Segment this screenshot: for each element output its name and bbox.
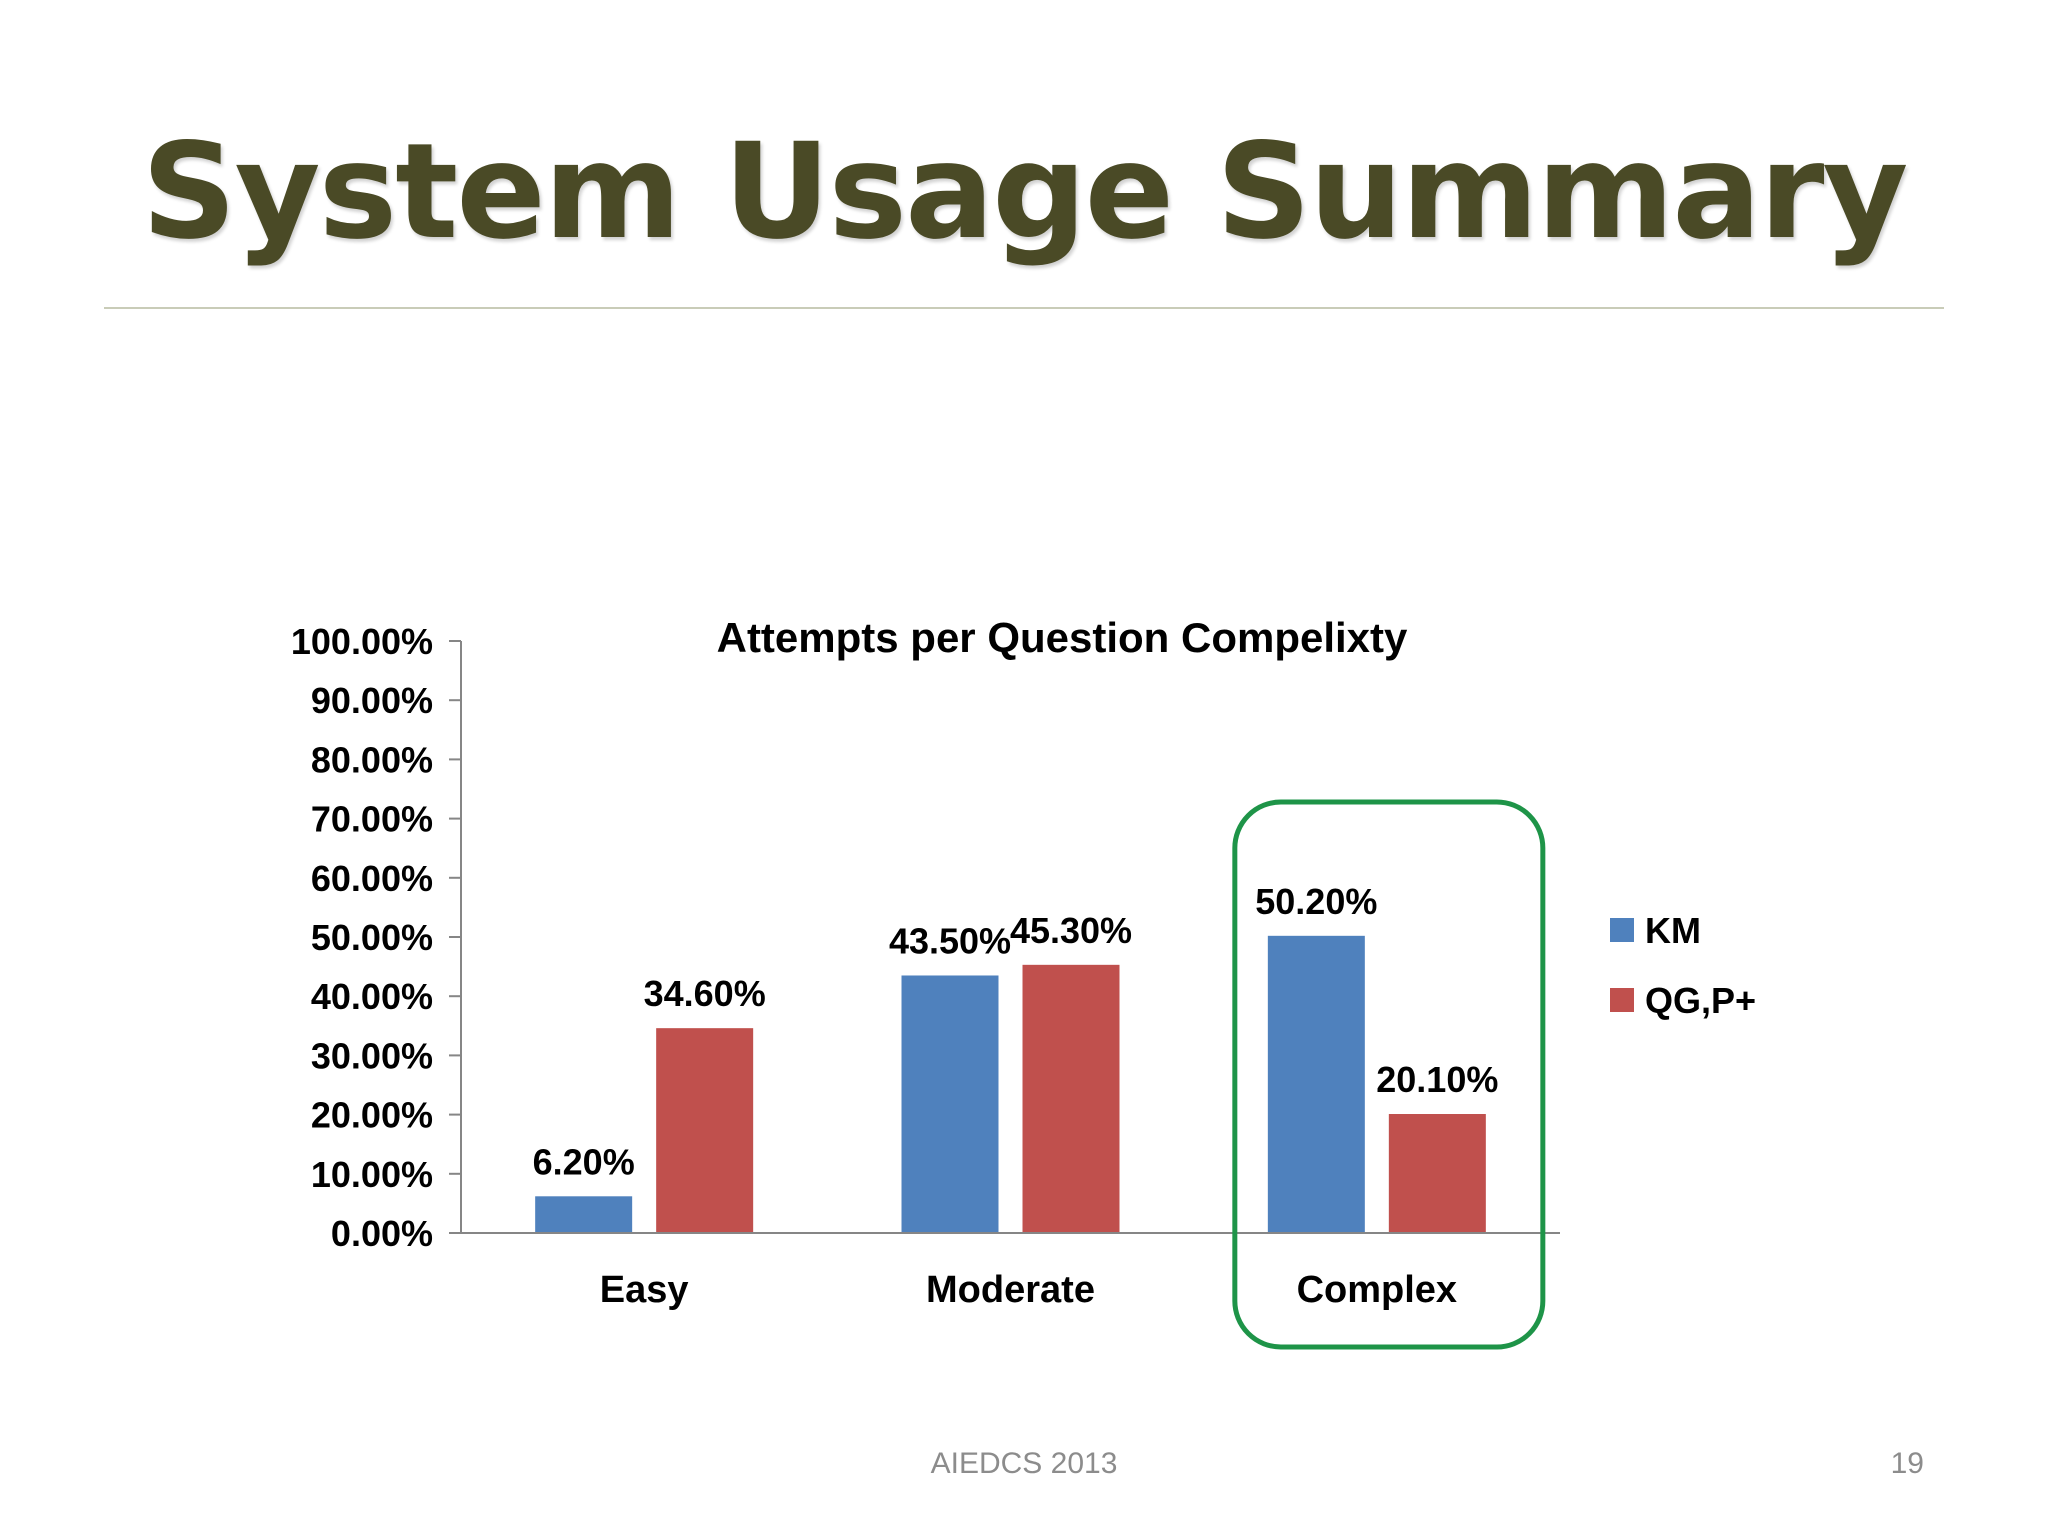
y-tick-label: 0.00%	[331, 1213, 433, 1254]
bar-qg-p--moderate	[1022, 964, 1120, 1233]
y-tick-label: 100.00%	[291, 621, 433, 662]
highlight-box	[1232, 799, 1546, 1350]
bar-km-complex	[1267, 935, 1365, 1233]
data-label: 45.30%	[1010, 910, 1132, 951]
bars: 6.20% 34.60% 43.50%45.30% 50.20% 20.10%	[533, 881, 1498, 1233]
footer-text: AIEDCS 2013	[930, 1447, 1118, 1480]
x-axis: Easy Moderate Complex	[461, 799, 1560, 1350]
data-label: 20.10%	[1376, 1059, 1498, 1100]
y-tick-label: 90.00%	[311, 680, 433, 721]
legend-label: QG,P+	[1645, 980, 1756, 1021]
y-tick-label: 40.00%	[311, 976, 433, 1017]
legend: KM QG,P+	[1610, 910, 1756, 1021]
y-axis: 0.00% 10.00% 20.00% 30.00% 40.00% 50.00% 60.00…	[291, 621, 462, 1254]
y-tick-label: 80.00%	[311, 739, 433, 780]
data-label: 34.60%	[644, 973, 766, 1014]
bar-km-easy	[535, 1196, 633, 1233]
slide-title: System Usage Summary	[141, 115, 1909, 269]
data-label: 43.50%	[889, 920, 1011, 961]
bar-km-moderate	[901, 975, 999, 1233]
y-tick-label: 50.00%	[311, 917, 433, 958]
data-label: 6.20%	[533, 1141, 635, 1182]
y-tick-label: 70.00%	[311, 799, 433, 840]
legend-swatch	[1610, 988, 1634, 1012]
legend-swatch	[1610, 918, 1634, 942]
title-divider	[104, 307, 1944, 309]
chart-title: Attempts per Question Compelixty	[717, 614, 1408, 661]
category-label: Complex	[1297, 1269, 1457, 1311]
y-tick-label: 10.00%	[311, 1154, 433, 1195]
y-tick-label: 30.00%	[311, 1035, 433, 1076]
category-label: Moderate	[926, 1269, 1095, 1311]
slide-number: 19	[1890, 1447, 1924, 1480]
category-label: Easy	[600, 1269, 689, 1311]
y-tick-label: 20.00%	[311, 1095, 433, 1136]
bar-qg-p--complex	[1388, 1114, 1486, 1233]
legend-label: KM	[1645, 910, 1701, 951]
bar-qg-p--easy	[656, 1028, 754, 1233]
data-label: 50.20%	[1255, 881, 1377, 922]
y-tick-label: 60.00%	[311, 858, 433, 899]
